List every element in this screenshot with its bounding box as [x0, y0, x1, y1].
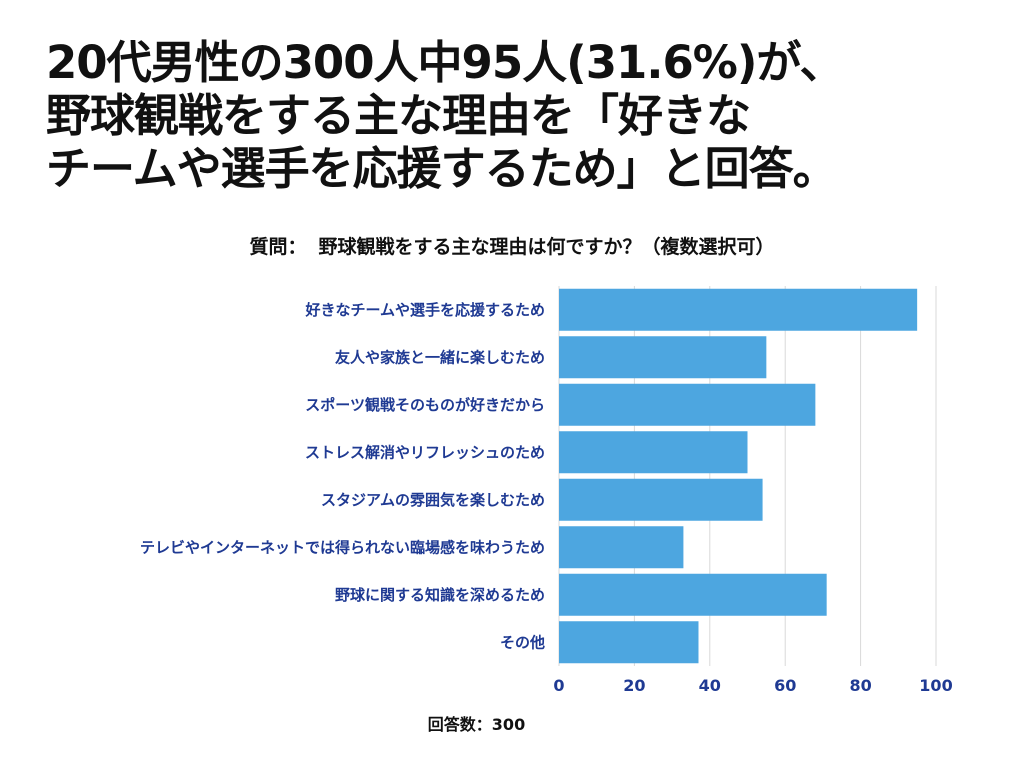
category-label: 好きなチームや選手を応援するため: [304, 301, 545, 319]
bar: [559, 431, 748, 474]
chart-title-prefix: 質問：: [249, 236, 307, 258]
bar: [559, 526, 684, 569]
category-label: その他: [500, 633, 545, 651]
chart-title: 質問： 野球観戦をする主な理由は何ですか？（複数選択可）: [0, 232, 1024, 259]
bar: [559, 288, 918, 331]
category-label: テレビやインターネットでは得られない臨場感を味わうため: [140, 538, 545, 556]
category-label: スタジアムの雰囲気を楽しむため: [321, 491, 545, 509]
bar: [559, 621, 699, 664]
x-tick-label: 40: [699, 676, 721, 695]
chart-title-text: 野球観戦をする主な理由は何ですか？（複数選択可）: [318, 236, 775, 258]
x-tick-label: 60: [774, 676, 796, 695]
bar: [559, 478, 763, 521]
bar: [559, 383, 816, 426]
x-tick-label: 80: [849, 676, 871, 695]
x-tick-label: 0: [553, 676, 564, 695]
bar: [559, 336, 767, 379]
headline-line-2: 野球観戦をする主な理由を「好きな: [46, 89, 751, 142]
x-tick-label: 100: [919, 676, 952, 695]
headline-line-3: チームや選手を応援するため」と回答。: [46, 142, 838, 195]
headline-line-1: 20代男性の300人中95人(31.6%)が、: [46, 36, 845, 89]
category-label: 友人や家族と一緒に楽しむため: [335, 348, 545, 366]
category-label: 野球に関する知識を深めるため: [335, 586, 545, 604]
x-tick-label: 20: [623, 676, 645, 695]
headline: 20代男性の300人中95人(31.6%)が、 野球観戦をする主な理由を「好きな…: [46, 36, 1006, 195]
respondent-count: 回答数：300: [427, 715, 526, 734]
category-label: ストレス解消やリフレッシュのため: [305, 443, 545, 461]
category-label: スポーツ観戦そのものが好きだから: [305, 396, 545, 414]
bar: [559, 573, 827, 616]
